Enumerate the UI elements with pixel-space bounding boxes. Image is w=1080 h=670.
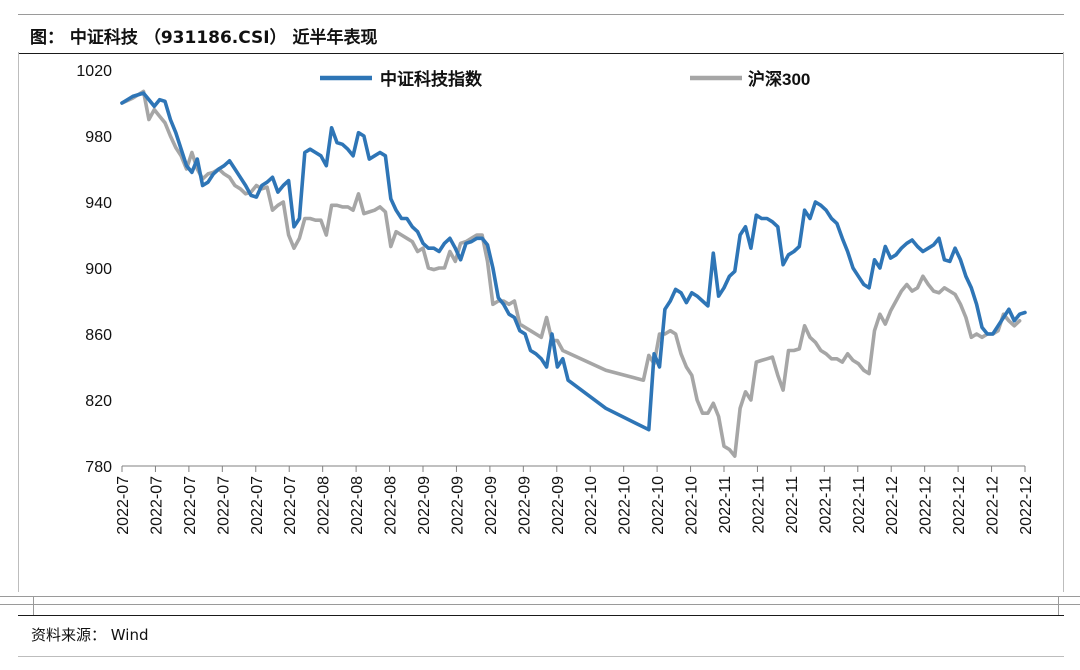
source-note: 资料来源： Wind [31, 626, 149, 644]
x-tick-label: 2022-07 [215, 476, 232, 535]
x-tick-label: 2022-08 [383, 476, 400, 535]
x-tick-label: 2022-08 [349, 476, 366, 535]
series-line-1 [120, 91, 1027, 432]
x-tick-label: 2022-10 [650, 476, 667, 535]
frame-left-border [18, 52, 19, 592]
y-tick-label: 940 [85, 195, 112, 212]
legend: 中证科技指数 沪深300 [320, 69, 810, 89]
x-tick-label: 2022-07 [182, 476, 199, 535]
x-tick-label: 2022-07 [115, 476, 132, 535]
y-tick-label: 780 [85, 459, 112, 476]
series-line-2 [120, 89, 1022, 458]
legend-label-series-1: 中证科技指数 [380, 69, 483, 89]
x-tick-label: 2022-11 [851, 476, 868, 534]
x-tick-label: 2022-07 [249, 476, 266, 535]
x-tick-label: 2022-09 [416, 476, 433, 535]
axes: 780 820 860 900 940 980 1020 2022-07 2022-07 2022… [76, 63, 1035, 535]
x-tick-label: 2022-07 [282, 476, 299, 535]
x-tick-label: 2022-09 [483, 476, 500, 535]
x-tick-label: 2022-12 [985, 476, 1002, 535]
footer-rule [18, 615, 1064, 616]
x-tick-label: 2022-11 [750, 476, 767, 534]
x-tick-label: 2022-09 [449, 476, 466, 535]
table-rule [0, 604, 1080, 605]
chart-title: 图： 中证科技 （931186.CSI） 近半年表现 [30, 28, 378, 48]
series-layer [120, 89, 1027, 458]
table-rule [0, 596, 1080, 597]
bottom-rule [18, 656, 1064, 657]
table-rule [1058, 596, 1059, 615]
y-tick-label: 860 [85, 327, 112, 344]
y-tick-label: 820 [85, 393, 112, 410]
x-tick-label: 2022-07 [148, 476, 165, 535]
x-tick-label: 2022-11 [817, 476, 834, 534]
x-tick-label: 2022-10 [583, 476, 600, 535]
x-tick-label: 2022-12 [1018, 476, 1035, 535]
y-tick-label: 1020 [76, 63, 112, 80]
x-tick-label: 2022-09 [550, 476, 567, 535]
legend-label-series-2: 沪深300 [748, 69, 810, 89]
frame-right-border [1063, 52, 1064, 592]
title-bar: 图： 中证科技 （931186.CSI） 近半年表现 [18, 14, 1064, 54]
x-tick-label: 2022-11 [784, 476, 801, 534]
x-tick-label: 2022-11 [717, 476, 734, 534]
x-tick-label: 2022-08 [316, 476, 333, 535]
x-tick-label: 2022-12 [918, 476, 935, 535]
y-tick-label: 980 [85, 129, 112, 146]
line-chart: 780 820 860 900 940 980 1020 2022-07 2022-07 2022… [76, 63, 1035, 535]
x-tick-label: 2022-12 [884, 476, 901, 535]
x-tick-label: 2022-12 [951, 476, 968, 535]
y-tick-label: 900 [85, 261, 112, 278]
x-tick-label: 2022-10 [617, 476, 634, 535]
table-rule [33, 596, 34, 615]
x-tick-label: 2022-10 [684, 476, 701, 535]
x-tick-label: 2022-09 [516, 476, 533, 535]
